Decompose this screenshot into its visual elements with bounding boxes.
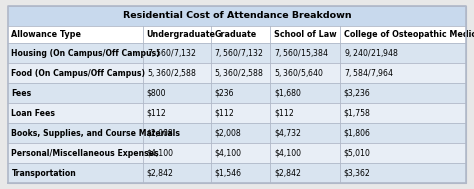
Text: Personal/Miscellaneous Expenses: Personal/Miscellaneous Expenses xyxy=(11,149,159,157)
Text: $7,560/$15,384: $7,560/$15,384 xyxy=(274,47,329,59)
Bar xyxy=(8,143,466,163)
Text: $2,842: $2,842 xyxy=(274,169,301,177)
Text: $2,008: $2,008 xyxy=(146,129,173,138)
Text: $2,842: $2,842 xyxy=(146,169,173,177)
Bar xyxy=(8,63,466,83)
Text: $9,240/$21,948: $9,240/$21,948 xyxy=(344,47,399,59)
Bar xyxy=(8,43,466,63)
Text: $112: $112 xyxy=(146,108,166,118)
Text: Housing (On Campus/Off Campus): Housing (On Campus/Off Campus) xyxy=(11,49,160,57)
Text: $7,560/$7,132: $7,560/$7,132 xyxy=(214,47,264,59)
Bar xyxy=(8,163,466,183)
Text: $5,010: $5,010 xyxy=(344,149,370,157)
Text: $112: $112 xyxy=(214,108,234,118)
Text: Allowance Type: Allowance Type xyxy=(11,30,82,39)
Text: Books, Supplies, and Course Materials: Books, Supplies, and Course Materials xyxy=(11,129,181,138)
Text: $2,008: $2,008 xyxy=(214,129,241,138)
Bar xyxy=(8,83,466,103)
Text: $4,100: $4,100 xyxy=(146,149,173,157)
Text: $5,360/$2,588: $5,360/$2,588 xyxy=(146,67,197,79)
Text: Graduate: Graduate xyxy=(214,30,256,39)
Text: Transportation: Transportation xyxy=(11,169,76,177)
Text: $1,758: $1,758 xyxy=(344,108,370,118)
Text: $1,680: $1,680 xyxy=(274,88,301,98)
Text: Food (On Campus/Off Campus): Food (On Campus/Off Campus) xyxy=(11,68,146,77)
Text: Residential Cost of Attendance Breakdown: Residential Cost of Attendance Breakdown xyxy=(123,12,351,20)
Bar xyxy=(8,26,466,43)
Text: $5,360/$2,588: $5,360/$2,588 xyxy=(214,67,264,79)
Text: College of Osteopathic Medicine: College of Osteopathic Medicine xyxy=(344,30,474,39)
Text: $5,360/$5,640: $5,360/$5,640 xyxy=(274,67,324,79)
Bar xyxy=(8,123,466,143)
Text: $4,732: $4,732 xyxy=(274,129,301,138)
Text: Fees: Fees xyxy=(11,88,32,98)
Text: $1,806: $1,806 xyxy=(344,129,370,138)
Text: $3,362: $3,362 xyxy=(344,169,370,177)
Text: Undergraduate: Undergraduate xyxy=(146,30,216,39)
Text: $3,236: $3,236 xyxy=(344,88,370,98)
Text: $1,546: $1,546 xyxy=(214,169,241,177)
Text: $800: $800 xyxy=(146,88,166,98)
Text: $112: $112 xyxy=(274,108,294,118)
Text: $4,100: $4,100 xyxy=(274,149,301,157)
Text: $236: $236 xyxy=(214,88,234,98)
Text: $4,100: $4,100 xyxy=(214,149,241,157)
Bar xyxy=(8,103,466,123)
Text: Loan Fees: Loan Fees xyxy=(11,108,55,118)
Text: $7,560/$7,132: $7,560/$7,132 xyxy=(146,47,196,59)
Bar xyxy=(8,6,466,26)
Text: $7,584/$7,964: $7,584/$7,964 xyxy=(344,67,394,79)
Text: School of Law: School of Law xyxy=(274,30,337,39)
